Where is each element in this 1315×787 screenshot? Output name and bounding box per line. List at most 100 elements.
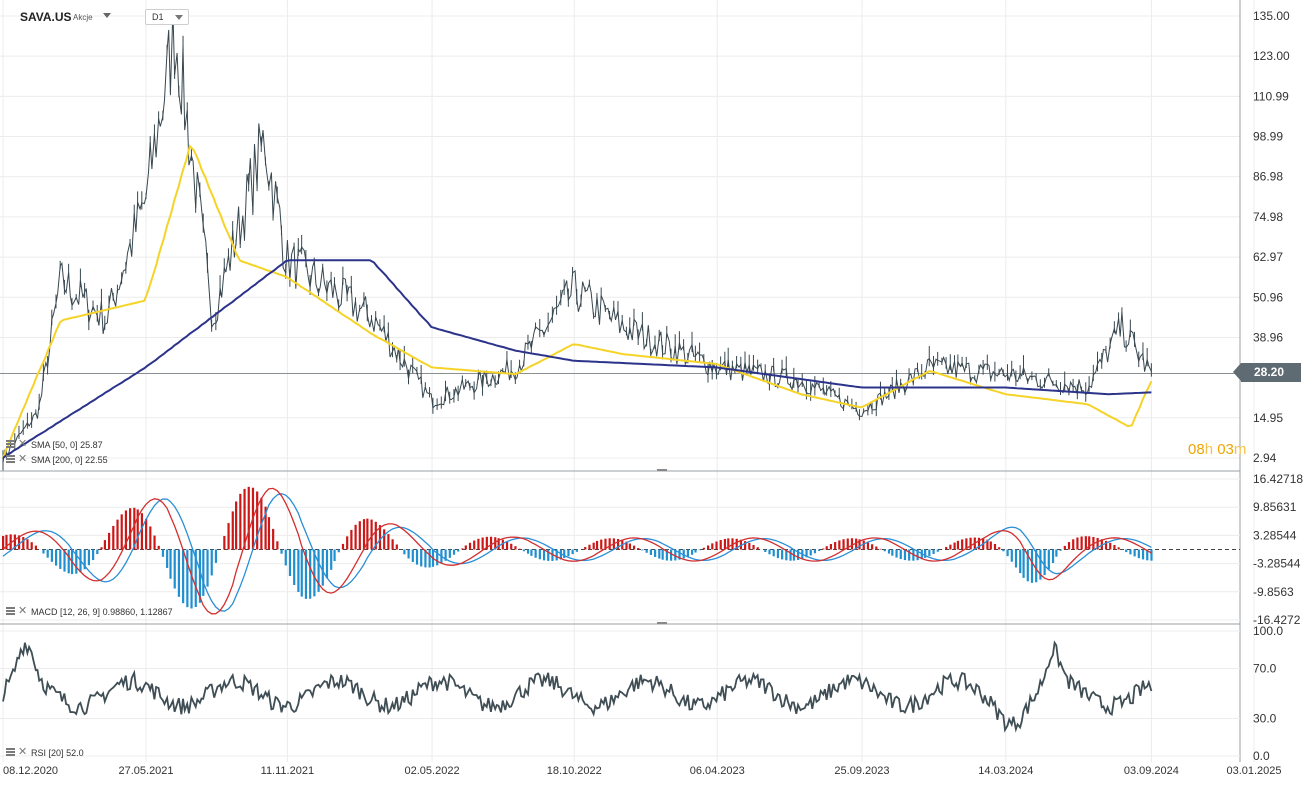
macd-histogram-bar <box>949 544 952 550</box>
symbol-dropdown-icon[interactable] <box>103 13 111 18</box>
macd-histogram-bar <box>411 549 414 562</box>
macd-histogram-bar <box>645 549 648 553</box>
macd-histogram-bar <box>436 549 439 566</box>
macd-histogram-bar <box>965 538 968 550</box>
macd-histogram-bar <box>875 546 878 550</box>
macd-histogram-bar <box>608 538 611 550</box>
macd-histogram-bar <box>129 508 132 550</box>
x-axis-tick-label: 14.03.2024 <box>978 765 1033 777</box>
macd-histogram-bar <box>936 549 939 552</box>
macd-histogram-bar <box>239 493 242 550</box>
pane-resize-handle <box>657 469 667 471</box>
macd-histogram-bar <box>120 514 123 550</box>
macd-histogram-bar <box>526 549 530 554</box>
macd-histogram-bar <box>1109 542 1112 550</box>
macd-histogram-bar <box>63 549 66 572</box>
sma200-controls[interactable]: ✕ <box>6 453 32 465</box>
macd-histogram-bar <box>1137 549 1140 559</box>
macd-histogram-bar <box>781 549 784 560</box>
macd-histogram-bar <box>124 510 128 550</box>
macd-histogram-bar <box>1006 549 1009 557</box>
symbol-name[interactable]: SAVA.US <box>20 10 72 24</box>
price-axis-tick-label: 62.97 <box>1253 250 1283 264</box>
macd-histogram-bar <box>403 549 406 555</box>
macd-histogram-bar <box>1117 547 1120 550</box>
macd-histogram-bar <box>325 549 329 579</box>
macd-histogram-bar <box>555 549 558 561</box>
macd-histogram-bar <box>304 549 308 599</box>
macd-histogram-bar <box>534 549 537 558</box>
macd-histogram-bar <box>321 549 324 586</box>
macd-histogram-bar <box>267 517 271 550</box>
settings-icon[interactable] <box>6 455 15 463</box>
macd-histogram-bar <box>293 549 296 586</box>
macd-histogram-bar <box>776 549 780 559</box>
macd-histogram-bar <box>415 549 419 565</box>
macd-histogram-bar <box>9 534 12 550</box>
macd-histogram-bar <box>288 549 292 577</box>
macd-histogram-bar <box>825 546 828 550</box>
macd-histogram-bar <box>50 549 53 562</box>
sma50-value: 25.87 <box>80 440 103 450</box>
macd-histogram-bar <box>407 549 410 559</box>
macd-histogram-bar <box>510 543 513 550</box>
macd-histogram-bar <box>707 545 710 550</box>
macd-histogram-bar <box>559 549 562 560</box>
settings-icon[interactable] <box>6 607 15 615</box>
macd-histogram-bar <box>55 549 58 566</box>
macd-histogram-bar <box>584 547 587 550</box>
macd-histogram-bar <box>1022 549 1025 578</box>
price-axis-tick-label: 50.96 <box>1253 290 1283 304</box>
close-icon[interactable]: ✕ <box>18 746 28 758</box>
macd-controls[interactable]: ✕ <box>6 605 32 617</box>
macd-histogram-bar <box>858 539 861 550</box>
sma200-label: SMA <box>31 455 51 465</box>
price-axis-tick-label: 38.96 <box>1253 330 1283 344</box>
macd-histogram-bar <box>5 534 8 550</box>
macd-histogram-bar <box>723 538 727 550</box>
macd-histogram-bar <box>485 536 488 550</box>
macd-histogram-bar <box>494 537 497 550</box>
macd-histogram-bar <box>989 541 992 550</box>
macd-histogram-bar <box>658 549 661 559</box>
macd-histogram-bar <box>846 538 849 550</box>
macd-histogram-bar <box>1047 549 1050 570</box>
macd-histogram-bar <box>231 511 234 550</box>
close-icon[interactable]: ✕ <box>18 453 28 465</box>
countdown-minutes: 03 <box>1217 441 1234 458</box>
macd-histogram-bar <box>895 549 898 558</box>
macd-histogram-bar <box>300 549 303 597</box>
sma200-legend: SMA [200, 0] 22.55 <box>31 455 108 465</box>
macd-histogram-bar <box>961 539 964 550</box>
macd-histogram-bar <box>698 549 701 551</box>
timeframe-select[interactable]: D1 <box>145 9 189 25</box>
rsi-axis-tick-label: 30.0 <box>1253 712 1277 726</box>
rsi-controls[interactable]: ✕ <box>6 746 32 758</box>
macd-histogram-bar <box>813 549 817 554</box>
x-axis-tick-label: 18.10.2022 <box>547 765 602 777</box>
macd-histogram-bar <box>838 540 841 550</box>
settings-icon[interactable] <box>6 748 15 756</box>
macd-histogram-bar <box>735 538 738 550</box>
macd-histogram-bar <box>59 549 62 569</box>
macd-histogram-bar <box>354 524 357 550</box>
macd-histogram-bar <box>641 549 644 551</box>
sma50-controls[interactable]: ✕ <box>6 438 32 450</box>
macd-histogram-bar <box>227 523 230 550</box>
macd-histogram-bar <box>998 547 1001 550</box>
macd-histogram-bar <box>133 507 136 550</box>
close-icon[interactable]: ✕ <box>18 438 28 450</box>
macd-legend: MACD [12, 26, 9] 0.98860, 1.12867 <box>31 607 173 617</box>
macd-histogram-bar <box>330 549 333 570</box>
close-icon[interactable]: ✕ <box>18 605 28 617</box>
macd-histogram-bar <box>473 540 476 550</box>
settings-icon[interactable] <box>6 440 15 448</box>
macd-histogram-bar <box>1096 537 1099 550</box>
x-axis-tick-label: 02.05.2022 <box>405 765 460 777</box>
macd-histogram-bar <box>818 549 821 551</box>
macd-histogram-bar <box>362 519 366 550</box>
macd-histogram-bar <box>103 540 106 550</box>
macd-axis-tick-label: 9.85631 <box>1253 500 1297 514</box>
sma50-params: [50, 0] <box>52 440 78 450</box>
